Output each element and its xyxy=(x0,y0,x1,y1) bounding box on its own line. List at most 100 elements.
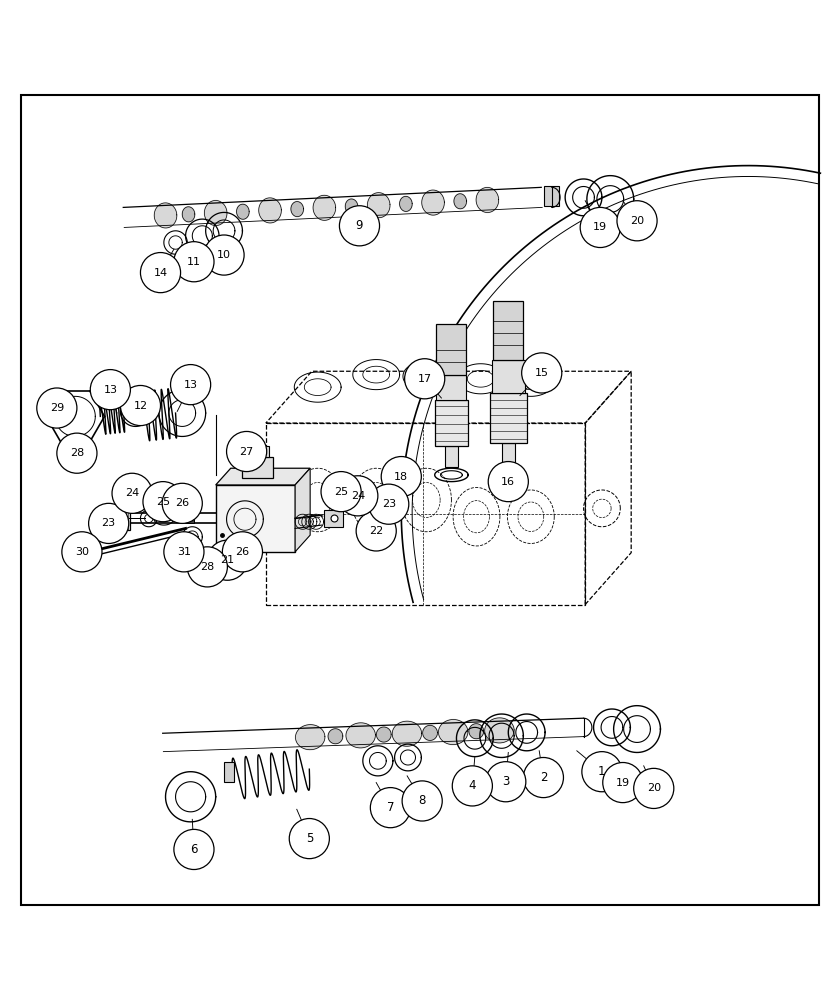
Circle shape xyxy=(452,766,492,806)
Text: 23: 23 xyxy=(382,499,395,509)
Text: 23: 23 xyxy=(102,518,115,528)
Text: 19: 19 xyxy=(594,222,607,232)
Text: 4: 4 xyxy=(469,779,476,792)
Polygon shape xyxy=(454,194,466,209)
Polygon shape xyxy=(376,727,391,742)
Circle shape xyxy=(37,388,77,428)
Bar xyxy=(242,457,273,478)
Circle shape xyxy=(486,762,526,802)
Text: 1: 1 xyxy=(599,765,605,778)
Bar xyxy=(107,507,130,530)
Text: 10: 10 xyxy=(217,250,231,260)
Polygon shape xyxy=(469,724,484,739)
Text: 28: 28 xyxy=(200,562,215,572)
Bar xyxy=(216,485,295,552)
Circle shape xyxy=(164,532,204,572)
Polygon shape xyxy=(345,199,358,214)
Bar xyxy=(184,513,194,523)
Text: 25: 25 xyxy=(334,487,348,497)
Circle shape xyxy=(369,484,409,524)
Polygon shape xyxy=(204,200,227,226)
Circle shape xyxy=(174,242,214,282)
Circle shape xyxy=(207,540,247,580)
Text: 20: 20 xyxy=(630,216,644,226)
Polygon shape xyxy=(154,203,176,228)
Polygon shape xyxy=(392,721,421,746)
Bar xyxy=(493,301,523,360)
Text: 13: 13 xyxy=(104,385,117,395)
Polygon shape xyxy=(328,729,343,744)
Bar xyxy=(445,446,458,467)
Polygon shape xyxy=(291,202,303,217)
Text: 31: 31 xyxy=(177,547,191,557)
Polygon shape xyxy=(258,198,281,223)
Text: 22: 22 xyxy=(369,526,384,536)
Circle shape xyxy=(370,788,410,828)
Circle shape xyxy=(321,472,361,512)
Circle shape xyxy=(140,253,181,293)
Polygon shape xyxy=(346,723,375,748)
Bar xyxy=(246,446,269,457)
Circle shape xyxy=(90,370,130,410)
Text: 24: 24 xyxy=(350,491,365,501)
Text: 12: 12 xyxy=(134,401,147,411)
Circle shape xyxy=(112,473,152,513)
Circle shape xyxy=(522,353,562,393)
Circle shape xyxy=(381,457,421,497)
Circle shape xyxy=(174,829,214,870)
Bar xyxy=(436,375,466,400)
Circle shape xyxy=(227,431,267,472)
Bar xyxy=(492,360,525,393)
Polygon shape xyxy=(476,187,498,212)
Text: 20: 20 xyxy=(647,783,660,793)
Text: 17: 17 xyxy=(418,374,431,384)
Circle shape xyxy=(143,482,183,522)
Bar xyxy=(490,393,527,443)
Polygon shape xyxy=(237,204,249,219)
Text: 28: 28 xyxy=(69,448,84,458)
Bar xyxy=(502,443,515,468)
Polygon shape xyxy=(216,468,310,485)
Circle shape xyxy=(580,207,620,248)
Polygon shape xyxy=(313,195,335,220)
Polygon shape xyxy=(182,207,195,222)
Text: 13: 13 xyxy=(184,380,197,390)
Circle shape xyxy=(171,365,211,405)
Bar xyxy=(324,510,343,527)
Circle shape xyxy=(62,532,102,572)
Text: 7: 7 xyxy=(387,801,394,814)
Text: 11: 11 xyxy=(187,257,201,267)
Circle shape xyxy=(339,206,380,246)
Polygon shape xyxy=(438,720,468,745)
Circle shape xyxy=(488,462,528,502)
Circle shape xyxy=(204,235,244,275)
Circle shape xyxy=(617,201,657,241)
Polygon shape xyxy=(367,193,390,218)
Text: 14: 14 xyxy=(154,268,167,278)
Bar xyxy=(435,400,468,446)
Polygon shape xyxy=(295,725,325,750)
Circle shape xyxy=(582,752,622,792)
Circle shape xyxy=(405,359,445,399)
Text: 29: 29 xyxy=(49,403,64,413)
Bar xyxy=(224,762,234,782)
Circle shape xyxy=(162,483,202,523)
Text: 15: 15 xyxy=(535,368,548,378)
Text: 3: 3 xyxy=(502,775,509,788)
Polygon shape xyxy=(485,718,514,743)
Circle shape xyxy=(289,819,329,859)
Circle shape xyxy=(402,781,442,821)
Text: 19: 19 xyxy=(616,778,630,788)
Polygon shape xyxy=(423,725,437,740)
Text: 16: 16 xyxy=(502,477,515,487)
Circle shape xyxy=(187,547,227,587)
Circle shape xyxy=(523,757,563,798)
Circle shape xyxy=(89,503,129,543)
Polygon shape xyxy=(421,190,444,215)
Polygon shape xyxy=(400,196,412,211)
Text: 26: 26 xyxy=(176,498,189,508)
Text: 5: 5 xyxy=(306,832,313,845)
Circle shape xyxy=(120,385,161,426)
Text: 30: 30 xyxy=(75,547,89,557)
Circle shape xyxy=(603,763,643,803)
